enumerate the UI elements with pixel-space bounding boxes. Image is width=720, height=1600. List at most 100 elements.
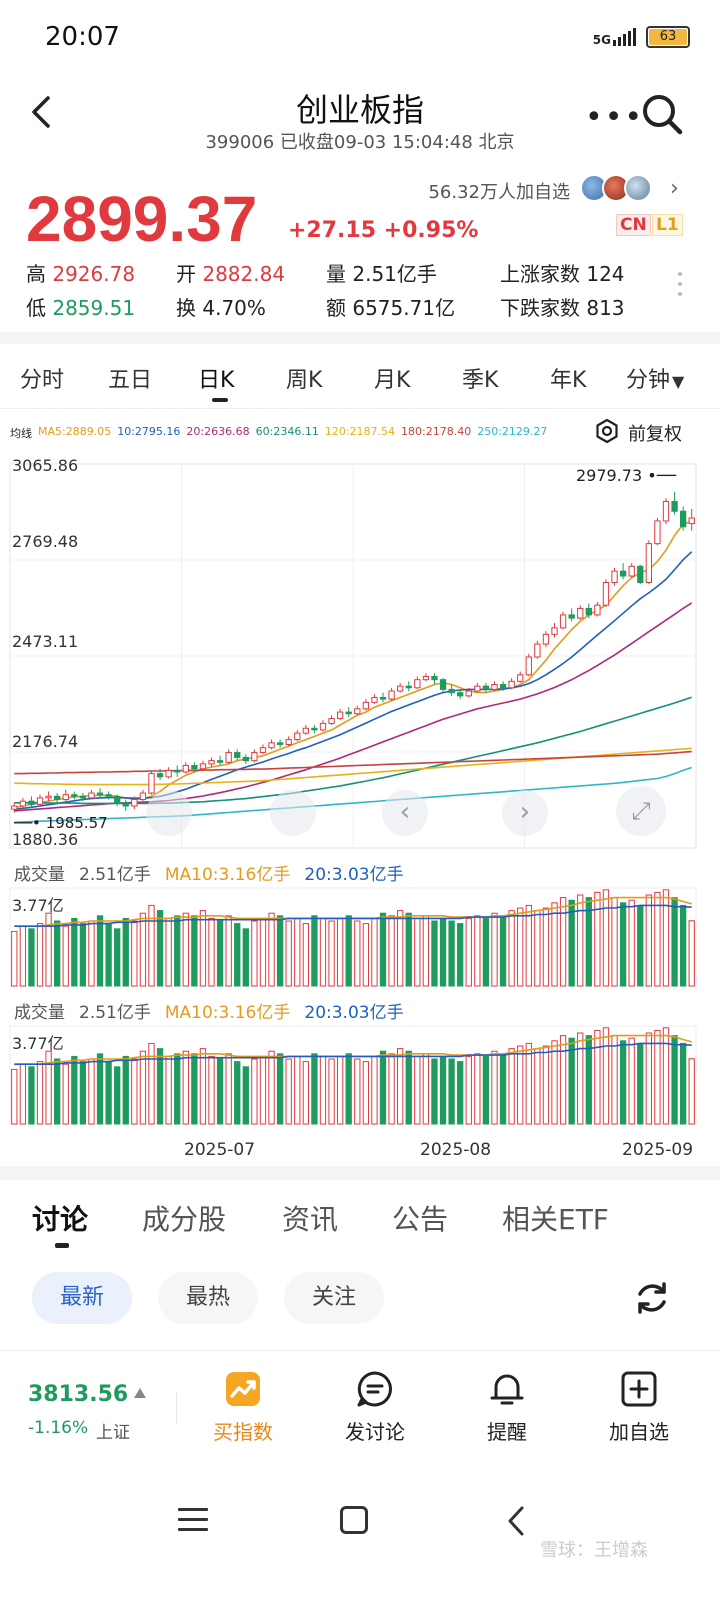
volume-bar — [336, 917, 344, 987]
post-discussion-button[interactable]: 发讨论 — [320, 1370, 430, 1445]
tab-weekly-k[interactable]: 周K — [286, 368, 323, 393]
volume-bar — [131, 920, 138, 987]
volume-bar — [268, 912, 275, 987]
candle — [499, 684, 507, 689]
volume-bar — [354, 1058, 361, 1125]
tab-constituents[interactable]: 成分股 — [142, 1203, 227, 1236]
filter-hottest[interactable]: 最热 — [158, 1272, 258, 1324]
chevron-right-icon[interactable]: › — [670, 176, 679, 201]
more-icon[interactable]: ••• — [585, 100, 645, 135]
candle — [251, 752, 258, 762]
tab-five-day[interactable]: 五日 — [108, 368, 153, 393]
volume-bar — [517, 1045, 524, 1125]
volume-bar — [242, 1066, 249, 1125]
volume-today: 2.51亿手 — [79, 1003, 151, 1023]
refresh-icon[interactable] — [632, 1278, 672, 1318]
volume-bar — [362, 1061, 370, 1125]
candle — [182, 765, 189, 773]
candle — [482, 685, 490, 690]
volume-bar — [259, 1055, 267, 1125]
candle — [671, 501, 678, 512]
volume-bar — [45, 1050, 52, 1125]
volume-bar — [688, 920, 695, 987]
volume-bar — [208, 917, 215, 987]
zoom-in-button[interactable] — [270, 790, 316, 836]
follower-avatars[interactable] — [580, 174, 652, 202]
volume-bar — [551, 1040, 558, 1125]
stat-turnover: 换 4.70% — [176, 296, 266, 320]
volume-bar — [182, 1050, 189, 1125]
candle — [105, 794, 112, 797]
price-adjust-label[interactable]: 前复权 — [628, 424, 682, 445]
volume-bar — [216, 1058, 224, 1125]
tab-news[interactable]: 资讯 — [282, 1203, 339, 1236]
volume-chart[interactable] — [0, 884, 720, 990]
volume-bar — [122, 917, 129, 987]
volume-bar — [397, 1048, 404, 1125]
add-watchlist-button[interactable]: 加自选 — [584, 1370, 694, 1445]
volume-bar — [542, 1045, 550, 1125]
filter-following[interactable]: 关注 — [284, 1272, 384, 1324]
volume-bar — [276, 915, 284, 987]
chevron-left-icon[interactable]: ‹ — [382, 790, 428, 836]
alert-button[interactable]: 提醒 — [452, 1370, 562, 1445]
buy-index-button[interactable]: 买指数 — [188, 1370, 298, 1445]
candle — [54, 795, 61, 801]
tab-quarterly-k[interactable]: 季K — [462, 368, 499, 393]
volume-bar — [534, 1048, 541, 1125]
avatar — [624, 174, 652, 202]
tab-monthly-k[interactable]: 月K — [374, 368, 411, 393]
candle — [688, 517, 695, 525]
volume-bar — [311, 1053, 318, 1125]
volume-bar — [422, 915, 430, 987]
sh-index-value[interactable]: 3813.56 — [28, 1382, 129, 1407]
volume-bar — [568, 1037, 575, 1125]
candle — [379, 696, 387, 700]
search-icon[interactable] — [640, 92, 684, 136]
back-icon[interactable] — [22, 92, 62, 132]
volume-bar — [371, 1055, 378, 1125]
volume-bar — [96, 915, 104, 987]
tab-daily-k[interactable]: 日K — [198, 368, 235, 393]
plus-square-icon — [621, 1371, 657, 1407]
nav-menu-icon[interactable] — [178, 1508, 208, 1538]
volume-bar — [294, 1055, 301, 1125]
volume-bar — [28, 1066, 35, 1125]
zoom-out-button[interactable] — [146, 790, 192, 836]
nav-back-icon[interactable] — [502, 1504, 532, 1538]
tab-discussion[interactable]: 讨论 — [32, 1203, 89, 1236]
volume-bar — [225, 915, 232, 987]
candle — [637, 565, 644, 584]
chat-bubble-icon — [357, 1371, 392, 1407]
expand-dots-icon[interactable] — [678, 272, 684, 302]
tab-minute[interactable]: 分钟 ▼ — [626, 362, 684, 394]
volume-bar — [88, 920, 95, 987]
fullscreen-icon[interactable]: ⤢ — [616, 786, 666, 836]
adjust-gear-icon[interactable] — [594, 418, 620, 444]
volume-bar — [328, 1058, 335, 1125]
volume-bar — [585, 897, 592, 987]
candle — [79, 795, 87, 799]
tab-intraday[interactable]: 分时 — [20, 368, 65, 393]
candle — [525, 656, 532, 676]
ma5-value: MA5:2889.05 — [38, 425, 112, 438]
volume-bar — [397, 910, 404, 987]
volume-bar — [71, 1055, 78, 1125]
filter-latest[interactable]: 最新 — [32, 1272, 132, 1324]
volume-chart[interactable] — [0, 1022, 720, 1128]
tab-announcements[interactable]: 公告 — [392, 1203, 449, 1236]
tab-related-etf[interactable]: 相关ETF — [502, 1203, 609, 1236]
volume-bar — [688, 1058, 695, 1125]
chevron-right-icon[interactable]: › — [502, 790, 548, 836]
tab-yearly-k[interactable]: 年K — [550, 368, 587, 393]
volume-bar — [662, 1027, 670, 1125]
tab-minute-label: 分钟 — [626, 368, 671, 393]
watch-count[interactable]: 56.32万人加自选 — [428, 182, 570, 203]
nav-home-icon[interactable] — [340, 1506, 368, 1534]
volume-bar — [79, 1061, 87, 1125]
bell-icon — [490, 1374, 524, 1405]
candle — [156, 773, 164, 778]
volume-bar — [345, 915, 352, 987]
stat-amount: 额 6575.71亿 — [326, 296, 456, 320]
kline-chart[interactable] — [0, 450, 720, 860]
